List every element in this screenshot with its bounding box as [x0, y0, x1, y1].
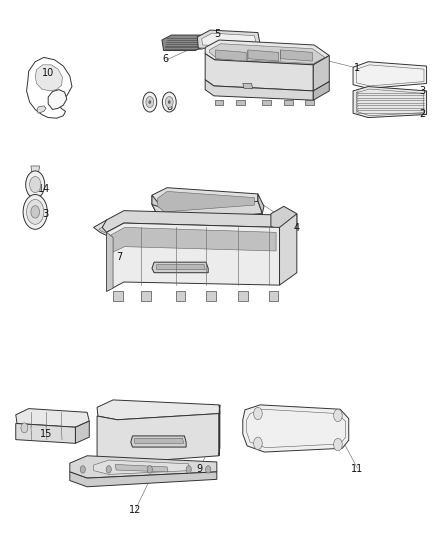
Polygon shape: [353, 86, 427, 118]
Circle shape: [30, 176, 41, 192]
Circle shape: [27, 199, 44, 224]
Circle shape: [26, 171, 45, 198]
Polygon shape: [305, 100, 314, 104]
Polygon shape: [205, 80, 313, 100]
Polygon shape: [75, 421, 89, 443]
Polygon shape: [271, 206, 297, 233]
Polygon shape: [219, 405, 220, 456]
Polygon shape: [141, 292, 151, 301]
Text: 4: 4: [294, 223, 300, 233]
Polygon shape: [269, 292, 278, 301]
Polygon shape: [99, 224, 123, 233]
Text: 1: 1: [354, 63, 360, 73]
Circle shape: [168, 100, 170, 104]
Polygon shape: [110, 228, 276, 254]
Polygon shape: [158, 191, 254, 212]
Text: 3: 3: [419, 86, 425, 96]
Text: 10: 10: [42, 68, 54, 78]
Polygon shape: [152, 201, 262, 221]
Polygon shape: [27, 58, 72, 118]
Polygon shape: [262, 100, 271, 104]
Polygon shape: [106, 223, 279, 292]
Polygon shape: [115, 464, 168, 472]
Polygon shape: [162, 35, 204, 51]
Circle shape: [106, 466, 111, 473]
Polygon shape: [238, 292, 248, 301]
Text: 13: 13: [38, 209, 50, 219]
Polygon shape: [16, 409, 89, 427]
Polygon shape: [94, 220, 126, 236]
Text: 11: 11: [351, 464, 364, 474]
Circle shape: [334, 409, 342, 422]
Polygon shape: [152, 262, 208, 273]
Circle shape: [166, 96, 173, 108]
Polygon shape: [205, 40, 329, 65]
Polygon shape: [215, 50, 246, 61]
Circle shape: [21, 423, 28, 433]
Polygon shape: [16, 424, 75, 443]
Text: 2: 2: [419, 109, 425, 119]
Polygon shape: [209, 44, 325, 63]
Circle shape: [23, 195, 47, 229]
Polygon shape: [202, 33, 256, 47]
Circle shape: [254, 407, 262, 420]
Circle shape: [186, 466, 191, 473]
Polygon shape: [313, 82, 329, 100]
Circle shape: [147, 466, 152, 473]
Circle shape: [254, 437, 262, 449]
Circle shape: [162, 92, 176, 112]
Polygon shape: [48, 90, 67, 109]
Polygon shape: [236, 100, 245, 104]
Circle shape: [143, 92, 157, 112]
Polygon shape: [243, 405, 349, 452]
Polygon shape: [243, 84, 253, 88]
Text: 6: 6: [162, 54, 168, 63]
Polygon shape: [134, 438, 184, 443]
Text: 7: 7: [117, 252, 123, 262]
Text: 15: 15: [40, 429, 52, 439]
Polygon shape: [113, 292, 123, 301]
Polygon shape: [280, 50, 312, 61]
Polygon shape: [106, 232, 113, 292]
Circle shape: [334, 438, 342, 451]
Polygon shape: [102, 211, 284, 232]
Polygon shape: [248, 50, 279, 61]
Polygon shape: [357, 65, 424, 86]
Circle shape: [80, 466, 85, 473]
Polygon shape: [206, 292, 215, 301]
Polygon shape: [152, 188, 258, 209]
Polygon shape: [157, 265, 205, 270]
Text: 5: 5: [214, 29, 220, 39]
Polygon shape: [70, 456, 217, 478]
Polygon shape: [70, 472, 217, 487]
Polygon shape: [35, 65, 63, 91]
Polygon shape: [198, 30, 260, 50]
Polygon shape: [159, 214, 262, 229]
Polygon shape: [97, 414, 219, 463]
Polygon shape: [215, 100, 223, 104]
Polygon shape: [279, 214, 297, 285]
Polygon shape: [205, 54, 313, 91]
Circle shape: [31, 206, 39, 218]
Circle shape: [205, 466, 211, 473]
Circle shape: [148, 100, 151, 104]
Polygon shape: [176, 292, 185, 301]
Polygon shape: [313, 55, 329, 91]
Polygon shape: [258, 194, 264, 214]
Polygon shape: [353, 62, 427, 88]
Polygon shape: [152, 195, 162, 217]
Circle shape: [146, 96, 154, 108]
Text: 12: 12: [128, 505, 141, 515]
Polygon shape: [131, 436, 186, 447]
Text: 9: 9: [197, 464, 203, 474]
Polygon shape: [37, 106, 46, 113]
Polygon shape: [284, 100, 293, 104]
Polygon shape: [94, 460, 189, 474]
Polygon shape: [31, 166, 39, 172]
Polygon shape: [97, 400, 220, 420]
Text: 14: 14: [38, 184, 50, 194]
Text: 8: 8: [166, 102, 172, 112]
